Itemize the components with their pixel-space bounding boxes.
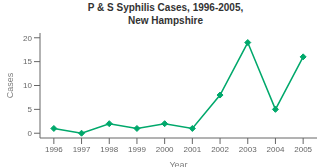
svg-text:10: 10 <box>23 81 32 90</box>
svg-text:20: 20 <box>23 34 32 43</box>
svg-text:2000: 2000 <box>156 145 174 154</box>
svg-text:1996: 1996 <box>45 145 63 154</box>
html-text:P & S Syphilis Cases, 1996-200: P & S Syphilis Cases, 1996-2005, New Ham… <box>87 2 244 26</box>
svg-text:2001: 2001 <box>183 145 201 154</box>
svg-text:2002: 2002 <box>211 145 229 154</box>
svg-text:5: 5 <box>28 105 33 114</box>
svg-text:Year: Year <box>169 160 187 167</box>
svg-text:1999: 1999 <box>128 145 146 154</box>
svg-text:2005: 2005 <box>294 145 312 154</box>
svg-text:Cases: Cases <box>8 72 15 98</box>
svg-text:1998: 1998 <box>100 145 118 154</box>
svg-text:2004: 2004 <box>267 145 285 154</box>
svg-text:1997: 1997 <box>73 145 91 154</box>
svg-text:0: 0 <box>28 129 33 138</box>
svg-text:15: 15 <box>23 57 32 66</box>
svg-text:2003: 2003 <box>239 145 257 154</box>
